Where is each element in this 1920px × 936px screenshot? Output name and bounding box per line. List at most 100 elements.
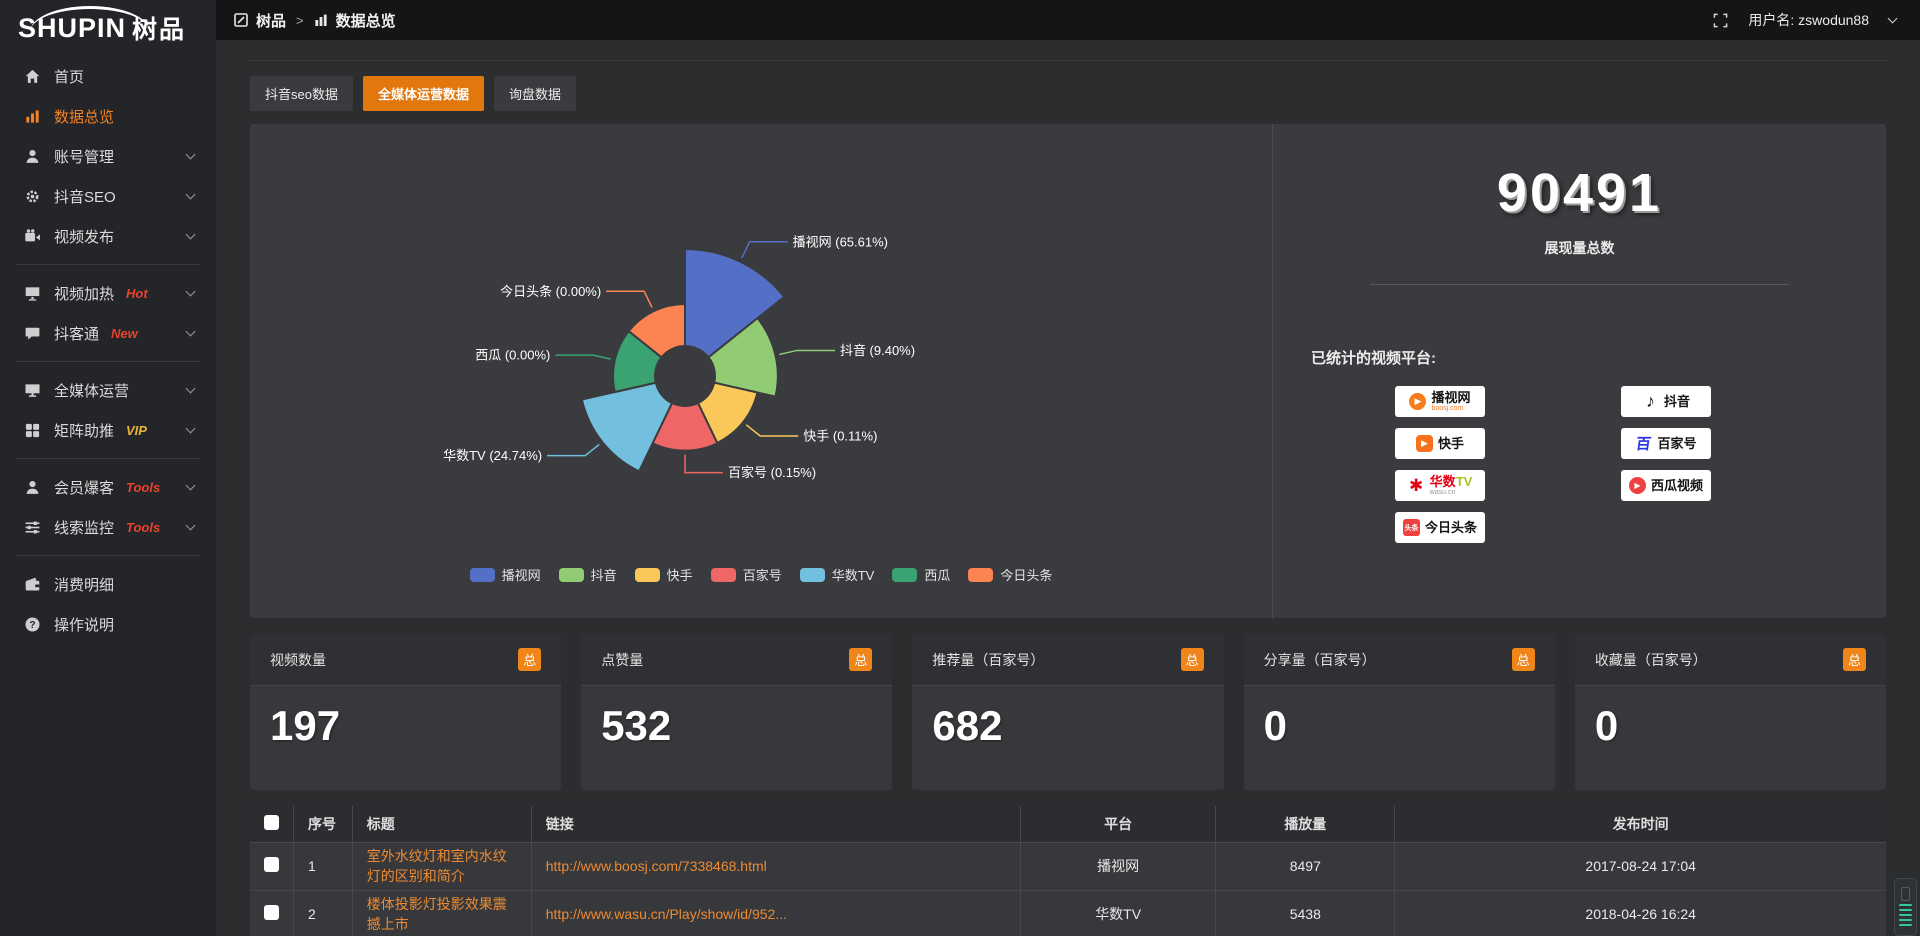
stat-card-title: 推荐量（百家号） (932, 651, 1045, 668)
sidebar-item-gear[interactable]: 抖音SEO (0, 176, 216, 216)
monitor-icon (24, 382, 41, 399)
pie-slice-5[interactable] (580, 381, 674, 473)
sidebar-item-screen[interactable]: 视频加热 Hot (0, 273, 216, 313)
row-platform: 播视网 (1019, 841, 1217, 891)
wasu-logo-icon: ✱ (1409, 475, 1424, 495)
brand-logo[interactable]: SHUPIN 树品 (0, 0, 216, 56)
sidebar-item-label: 消费明细 (54, 576, 115, 594)
legend-label: 播视网 (501, 568, 541, 583)
sidebar-item-label: 首页 (54, 68, 85, 86)
legend-swatch (968, 567, 994, 582)
column-header-6: 发布时间 (1394, 805, 1887, 843)
stat-card-value: 197 (270, 702, 341, 749)
pie-slice-2[interactable] (707, 316, 779, 398)
total-badge[interactable]: 总 (1180, 648, 1204, 671)
sidebar-item-label: 账号管理 (54, 148, 115, 166)
total-badge[interactable]: 总 (1843, 648, 1867, 671)
dashboard-icon (234, 13, 248, 27)
stat-card-header: 分享量（百家号） 总 (1243, 634, 1555, 686)
total-badge[interactable]: 总 (518, 648, 542, 671)
sidebar-item-label: 抖客通 (54, 325, 100, 343)
sidebar-divider (16, 555, 200, 556)
tab-3[interactable]: 询盘数据 (493, 76, 576, 111)
pie-label: 抖音 (9.40%) (840, 343, 915, 358)
sidebar-item-grid[interactable]: 矩阵助推 VIP (0, 410, 216, 450)
legend-label: 华数TV (831, 568, 875, 583)
tab-2[interactable]: 全媒体运营数据 (362, 76, 484, 111)
legend-item-1[interactable]: 播视网 (469, 565, 541, 584)
platform-badge-baijia: 百百家号 (1621, 428, 1711, 459)
total-badge[interactable]: 总 (849, 648, 873, 671)
video-url-link[interactable]: http://www.wasu.cn/Play/show/id/952... (545, 906, 787, 922)
breadcrumb-root[interactable]: 树品 (256, 12, 287, 30)
row-checkbox[interactable] (264, 857, 279, 872)
legend-item-5[interactable]: 华数TV (799, 565, 875, 584)
sidebar-menu: 首页数据总览账号管理抖音SEO 视频发布视频加热 Hot 抖客通 New 全媒体运营矩阵助… (0, 56, 216, 644)
column-header-2: 标题 (351, 805, 532, 843)
platform-badge-kuaishou: ▶ 快手 (1395, 428, 1485, 459)
username-label[interactable]: 用户名: zswodun88 (1748, 12, 1869, 28)
pie-label: 西瓜 (0.00%) (475, 348, 550, 363)
sidebar-item-chart[interactable]: 数据总览 (0, 96, 216, 136)
platform-badge-wasu: ✱ 华数TV wasu.cn (1395, 470, 1485, 501)
chevron-down-icon (185, 149, 196, 160)
platform-text: 今日头条 (1425, 521, 1477, 534)
sidebar-item-sliders[interactable]: 线索监控 Tools (0, 507, 216, 547)
row-time: 2017-08-24 17:04 (1394, 841, 1887, 891)
pie-slice-7[interactable] (627, 302, 686, 359)
sidebar-divider (16, 264, 200, 265)
legend-item-7[interactable]: 今日头条 (968, 565, 1052, 584)
video-url-link[interactable]: http://www.boosj.com/7338468.html (545, 858, 767, 874)
row-checkbox[interactable] (264, 905, 279, 920)
chevron-down-icon (185, 326, 196, 337)
stat-card-title: 点赞量 (601, 651, 644, 668)
sidebar-item-home[interactable]: 首页 (0, 56, 216, 96)
platform-name: 今日头条 (1424, 520, 1477, 535)
legend-swatch (558, 567, 584, 582)
row-title: 楼体投影灯投影效果震撼上市 (351, 889, 532, 936)
tab-1[interactable]: 抖音seo数据 (250, 76, 353, 111)
legend-item-3[interactable]: 快手 (634, 565, 693, 584)
sidebar-item-video[interactable]: 视频发布 (0, 216, 216, 256)
data-tabs: 抖音seo数据 全媒体运营数据 询盘数据 (250, 76, 1886, 111)
row-plays: 5438 (1215, 889, 1396, 936)
platform-column: ♪ 抖音百百家号 ▶ 西瓜视频 (1621, 386, 1711, 543)
video-title-link[interactable]: 楼体投影灯投影效果震撼上市 (366, 896, 507, 932)
stat-card-header: 视频数量 总 (250, 634, 562, 686)
sidebar-item-question[interactable]: ? 操作说明 (0, 604, 216, 644)
impressions-total-label: 展现量总数 (1544, 240, 1615, 256)
main-content: 抖音seo数据 全媒体运营数据 询盘数据 播视网 (65.61%) 抖音 (9.40%… (216, 40, 1920, 936)
legend-item-2[interactable]: 抖音 (558, 565, 617, 584)
sidebar-item-person[interactable]: 会员爆客 Tools (0, 467, 216, 507)
total-badge[interactable]: 总 (1511, 648, 1535, 671)
svg-text:?: ? (29, 620, 35, 631)
breadcrumb-separator: > (296, 12, 304, 28)
sidebar-item-user[interactable]: 账号管理 (0, 136, 216, 176)
sidebar-item-monitor[interactable]: 全媒体运营 (0, 370, 216, 410)
platform-text: 抖音 (1664, 395, 1690, 408)
sidebar-divider (16, 361, 200, 362)
breadcrumb: 树品 > 数据总览 (234, 10, 396, 31)
video-title-link[interactable]: 室外水纹灯和室内水纹灯的区别和简介 (366, 848, 507, 884)
legend-item-4[interactable]: 百家号 (710, 565, 782, 584)
fullscreen-icon[interactable] (1713, 13, 1728, 28)
floating-widget[interactable] (1894, 878, 1917, 936)
stat-card-title: 分享量（百家号） (1263, 651, 1376, 668)
legend-swatch (469, 567, 495, 582)
pie-slice-1[interactable] (684, 247, 786, 359)
sidebar-item-wallet[interactable]: 消费明细 (0, 564, 216, 604)
sidebar-item-label: 全媒体运营 (54, 382, 130, 400)
bar-chart-icon (314, 13, 328, 27)
stat-card-value: 0 (1594, 702, 1619, 749)
sidebar-divider (16, 458, 200, 459)
legend-item-6[interactable]: 西瓜 (892, 565, 950, 584)
stat-card-header: 收藏量（百家号） 总 (1574, 634, 1887, 686)
user-menu-chevron-icon[interactable] (1887, 13, 1898, 24)
select-all-checkbox[interactable] (264, 814, 279, 830)
platform-name-part: 华数 (1429, 474, 1456, 489)
platform-subtext: wasu.cn (1429, 489, 1456, 496)
sidebar-item-badge: VIP (126, 422, 147, 438)
stat-card-value: 532 (601, 702, 672, 749)
rose-chart-svg[interactable]: 播视网 (65.61%) 抖音 (9.40%) 快手 (0.11%) 百家号 (0.1… (250, 124, 1272, 584)
sidebar-item-chat[interactable]: 抖客通 New (0, 313, 216, 353)
